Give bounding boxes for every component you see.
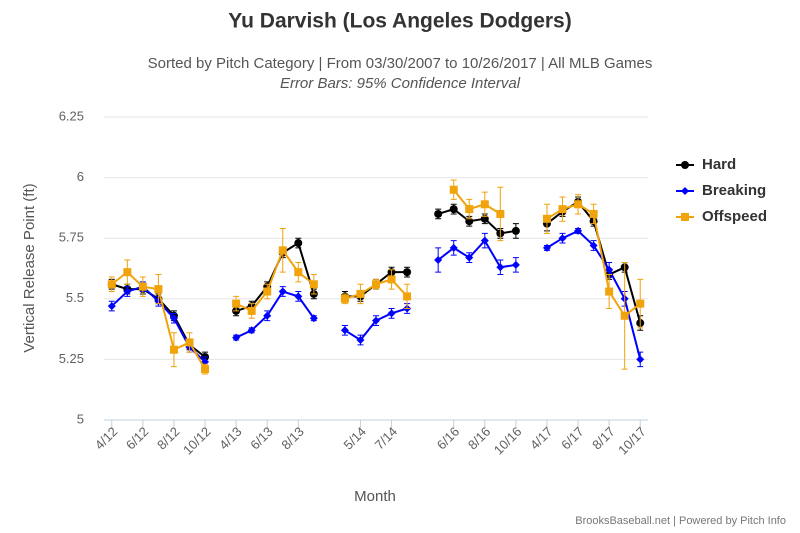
marker: [542, 243, 551, 252]
y-tick-label: 5.25: [59, 351, 84, 366]
marker: [340, 294, 349, 303]
marker: [434, 209, 443, 218]
marker: [123, 268, 132, 277]
y-axis-title: Vertical Release Point (ft): [21, 183, 38, 352]
marker: [465, 205, 474, 214]
marker: [278, 287, 287, 296]
marker: [138, 282, 147, 291]
y-tick-label: 6.25: [59, 108, 84, 123]
marker: [480, 236, 489, 245]
marker: [449, 243, 458, 252]
credit: BrooksBaseball.net | Powered by Pitch In…: [575, 515, 786, 527]
y-tick-label: 5.75: [59, 230, 84, 245]
marker: [340, 326, 349, 335]
chart-title: Yu Darvish (Los Angeles Dodgers): [228, 10, 571, 33]
marker: [185, 338, 194, 347]
marker: [449, 185, 458, 194]
marker: [542, 214, 551, 223]
marker: [372, 316, 380, 325]
marker: [247, 326, 256, 335]
marker: [403, 268, 412, 277]
marker: [123, 287, 132, 296]
marker: [574, 200, 583, 209]
marker: [294, 268, 303, 277]
marker: [681, 187, 689, 195]
marker: [681, 161, 689, 169]
marker: [449, 205, 458, 214]
marker: [294, 292, 303, 301]
marker: [309, 314, 318, 323]
x-axis-title: Month: [354, 488, 396, 505]
marker: [620, 311, 629, 320]
y-tick-label: 5.5: [66, 290, 84, 305]
marker: [605, 265, 614, 274]
chart-subtitle: Sorted by Pitch Category | From 03/30/20…: [148, 55, 653, 72]
marker: [294, 239, 303, 248]
marker: [387, 309, 396, 318]
marker: [356, 336, 365, 345]
y-tick-label: 6: [77, 169, 84, 184]
marker: [589, 241, 598, 250]
marker: [574, 226, 583, 235]
marker: [232, 333, 241, 342]
legend-label: Hard: [702, 156, 736, 173]
chart-subtitle: Error Bars: 95% Confidence Interval: [280, 75, 521, 92]
marker: [201, 365, 210, 374]
legend-label: Offspeed: [702, 208, 767, 225]
marker: [154, 285, 163, 294]
marker: [511, 260, 520, 269]
marker: [480, 200, 489, 209]
marker: [169, 314, 178, 323]
marker: [372, 280, 380, 289]
legend-label: Breaking: [702, 182, 766, 199]
y-tick-label: 5: [77, 411, 84, 426]
marker: [558, 205, 567, 214]
marker: [387, 275, 396, 284]
marker: [589, 209, 598, 218]
marker: [465, 253, 474, 262]
marker: [107, 302, 116, 311]
marker: [636, 355, 645, 364]
marker: [636, 299, 645, 308]
marker: [558, 234, 567, 243]
marker: [434, 256, 443, 265]
marker: [496, 209, 505, 218]
marker: [263, 287, 272, 296]
marker: [232, 299, 241, 308]
marker: [309, 280, 318, 289]
marker: [107, 280, 116, 289]
marker: [356, 289, 365, 298]
marker: [496, 263, 505, 272]
marker: [511, 226, 520, 235]
marker: [169, 345, 178, 354]
marker: [278, 246, 287, 255]
marker: [263, 311, 272, 320]
marker: [247, 306, 256, 315]
marker: [681, 213, 689, 221]
marker: [403, 292, 412, 301]
marker: [605, 287, 614, 296]
